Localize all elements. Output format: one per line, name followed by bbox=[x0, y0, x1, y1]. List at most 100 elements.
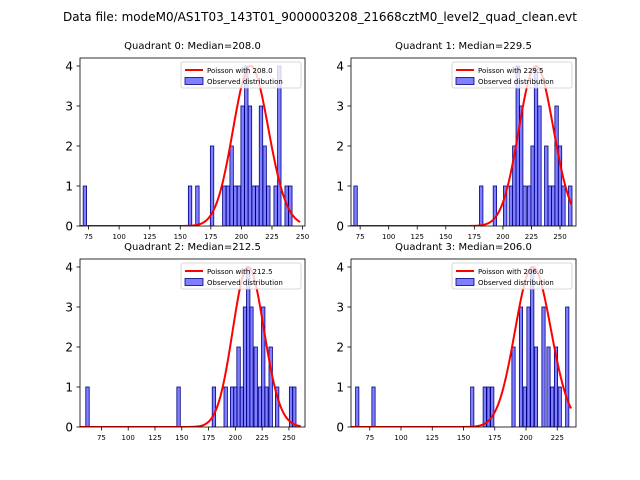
x-tick-label: 125 bbox=[411, 233, 424, 241]
x-tick-label: 150 bbox=[174, 233, 187, 241]
histogram-bar bbox=[530, 145, 535, 226]
y-tick-label: 2 bbox=[65, 140, 73, 154]
histogram-bar bbox=[553, 346, 559, 427]
x-tick-label: 250 bbox=[296, 233, 309, 241]
quadrant-2-bars bbox=[80, 265, 301, 427]
histogram-bar bbox=[258, 105, 264, 226]
legend-patch-swatch bbox=[184, 278, 204, 286]
legend-box bbox=[451, 61, 573, 89]
quadrant-0-axes: Quadrant 0: Median=208.075 100 125 150 175 20… bbox=[65, 41, 309, 241]
x-tick-label: 150 bbox=[439, 233, 452, 241]
histogram-bar bbox=[522, 185, 527, 226]
histogram-bar bbox=[236, 185, 242, 226]
legend-label: Observed distribution bbox=[207, 78, 283, 86]
histogram-bar bbox=[275, 386, 280, 427]
histogram-bar bbox=[470, 386, 475, 427]
quadrant-2-axes: Quadrant 2: Median=212.575 100 125 150 175 20… bbox=[65, 242, 306, 442]
quadrant-3-bars bbox=[351, 266, 572, 427]
histogram-bar bbox=[546, 346, 551, 427]
histogram-bar bbox=[565, 306, 570, 427]
y-tick-label: 2 bbox=[65, 341, 73, 355]
y-tick-label: 0 bbox=[336, 220, 344, 234]
y-tick-label: 4 bbox=[336, 60, 344, 74]
legend-box bbox=[180, 262, 302, 290]
histogram-bar bbox=[247, 105, 253, 226]
y-tick-label: 4 bbox=[65, 261, 73, 275]
x-tick-label: 250 bbox=[553, 233, 566, 241]
histogram-bar bbox=[222, 185, 227, 226]
legend-patch-swatch bbox=[455, 278, 475, 286]
legend-box bbox=[180, 61, 302, 89]
x-tick-label: 75 bbox=[97, 434, 106, 442]
x-tick-label: 100 bbox=[394, 434, 407, 442]
histogram-bar bbox=[261, 306, 266, 427]
histogram-bar bbox=[268, 346, 273, 427]
histogram-bar bbox=[511, 346, 516, 427]
y-tick-label: 2 bbox=[336, 341, 344, 355]
histogram-bar bbox=[547, 185, 552, 226]
histogram-bar bbox=[544, 145, 549, 226]
x-tick-label: 175 bbox=[204, 233, 217, 241]
histogram-bar bbox=[554, 105, 559, 226]
x-tick-label: 100 bbox=[382, 233, 395, 241]
histogram-bar bbox=[244, 65, 249, 226]
histogram-bar bbox=[253, 346, 258, 427]
x-tick-label: 225 bbox=[525, 233, 538, 241]
histogram-bar bbox=[526, 306, 531, 427]
quadrant-3-title: Quadrant 3: Median=206.0 bbox=[395, 242, 532, 253]
x-tick-label: 250 bbox=[282, 434, 295, 442]
histogram-bar bbox=[355, 386, 360, 427]
histogram-bar bbox=[551, 185, 556, 226]
histogram-bar bbox=[85, 386, 90, 427]
histogram-bar bbox=[255, 185, 260, 226]
y-tick-label: 1 bbox=[336, 180, 344, 194]
axes-frame bbox=[79, 258, 306, 428]
y-tick-label: 1 bbox=[65, 180, 73, 194]
histogram-bar bbox=[240, 105, 245, 226]
histogram-bar bbox=[561, 185, 566, 226]
histogram-bar bbox=[527, 185, 532, 226]
histogram-bar bbox=[492, 185, 498, 226]
legend-box bbox=[451, 262, 573, 290]
y-tick-label: 1 bbox=[336, 381, 344, 395]
x-tick-label: 150 bbox=[457, 434, 470, 442]
x-tick-label: 175 bbox=[488, 434, 501, 442]
y-tick-label: 2 bbox=[336, 140, 344, 154]
x-tick-label: 175 bbox=[468, 233, 481, 241]
histogram-bar bbox=[176, 386, 181, 427]
histogram-bar bbox=[508, 185, 514, 226]
legend-label: Observed distribution bbox=[207, 279, 283, 287]
x-tick-label: 125 bbox=[148, 434, 161, 442]
legend-label: Observed distribution bbox=[478, 78, 554, 86]
x-tick-label: 200 bbox=[519, 434, 532, 442]
histogram-bar bbox=[522, 386, 527, 427]
histogram-bar bbox=[273, 185, 278, 226]
x-tick-label: 200 bbox=[496, 233, 509, 241]
legend: Poisson with 212.5 Observed distribution bbox=[180, 262, 302, 290]
histogram-bar bbox=[550, 386, 555, 427]
quadrant-0-bars bbox=[80, 65, 301, 226]
histogram-bar bbox=[371, 386, 376, 427]
histogram-bar bbox=[568, 185, 573, 226]
histogram-bar bbox=[533, 65, 539, 226]
histogram-bar bbox=[490, 386, 495, 427]
x-tick-label: 200 bbox=[229, 434, 242, 442]
y-tick-label: 3 bbox=[336, 100, 344, 114]
histogram-bar bbox=[557, 386, 562, 427]
histogram-bar bbox=[187, 185, 193, 226]
legend-label: Poisson with 229.5 bbox=[478, 67, 544, 75]
quadrant-2-title: Quadrant 2: Median=212.5 bbox=[124, 242, 261, 253]
histogram-bar bbox=[264, 386, 269, 427]
x-tick-label: 75 bbox=[365, 434, 374, 442]
histogram-bar bbox=[82, 185, 88, 226]
x-tick-label: 200 bbox=[235, 233, 248, 241]
histogram-bar bbox=[292, 386, 297, 427]
histogram-bar bbox=[262, 145, 267, 226]
quadrant-1-title: Quadrant 1: Median=229.5 bbox=[395, 41, 532, 52]
x-tick-label: 100 bbox=[122, 434, 135, 442]
legend: Poisson with 229.5 Observed distribution bbox=[451, 61, 573, 89]
histogram-bar bbox=[353, 185, 358, 226]
legend-label: Poisson with 208.0 bbox=[207, 67, 273, 75]
figure-suptitle: Data file: modeM0/AS1T03_143T01_90000032… bbox=[63, 10, 577, 24]
